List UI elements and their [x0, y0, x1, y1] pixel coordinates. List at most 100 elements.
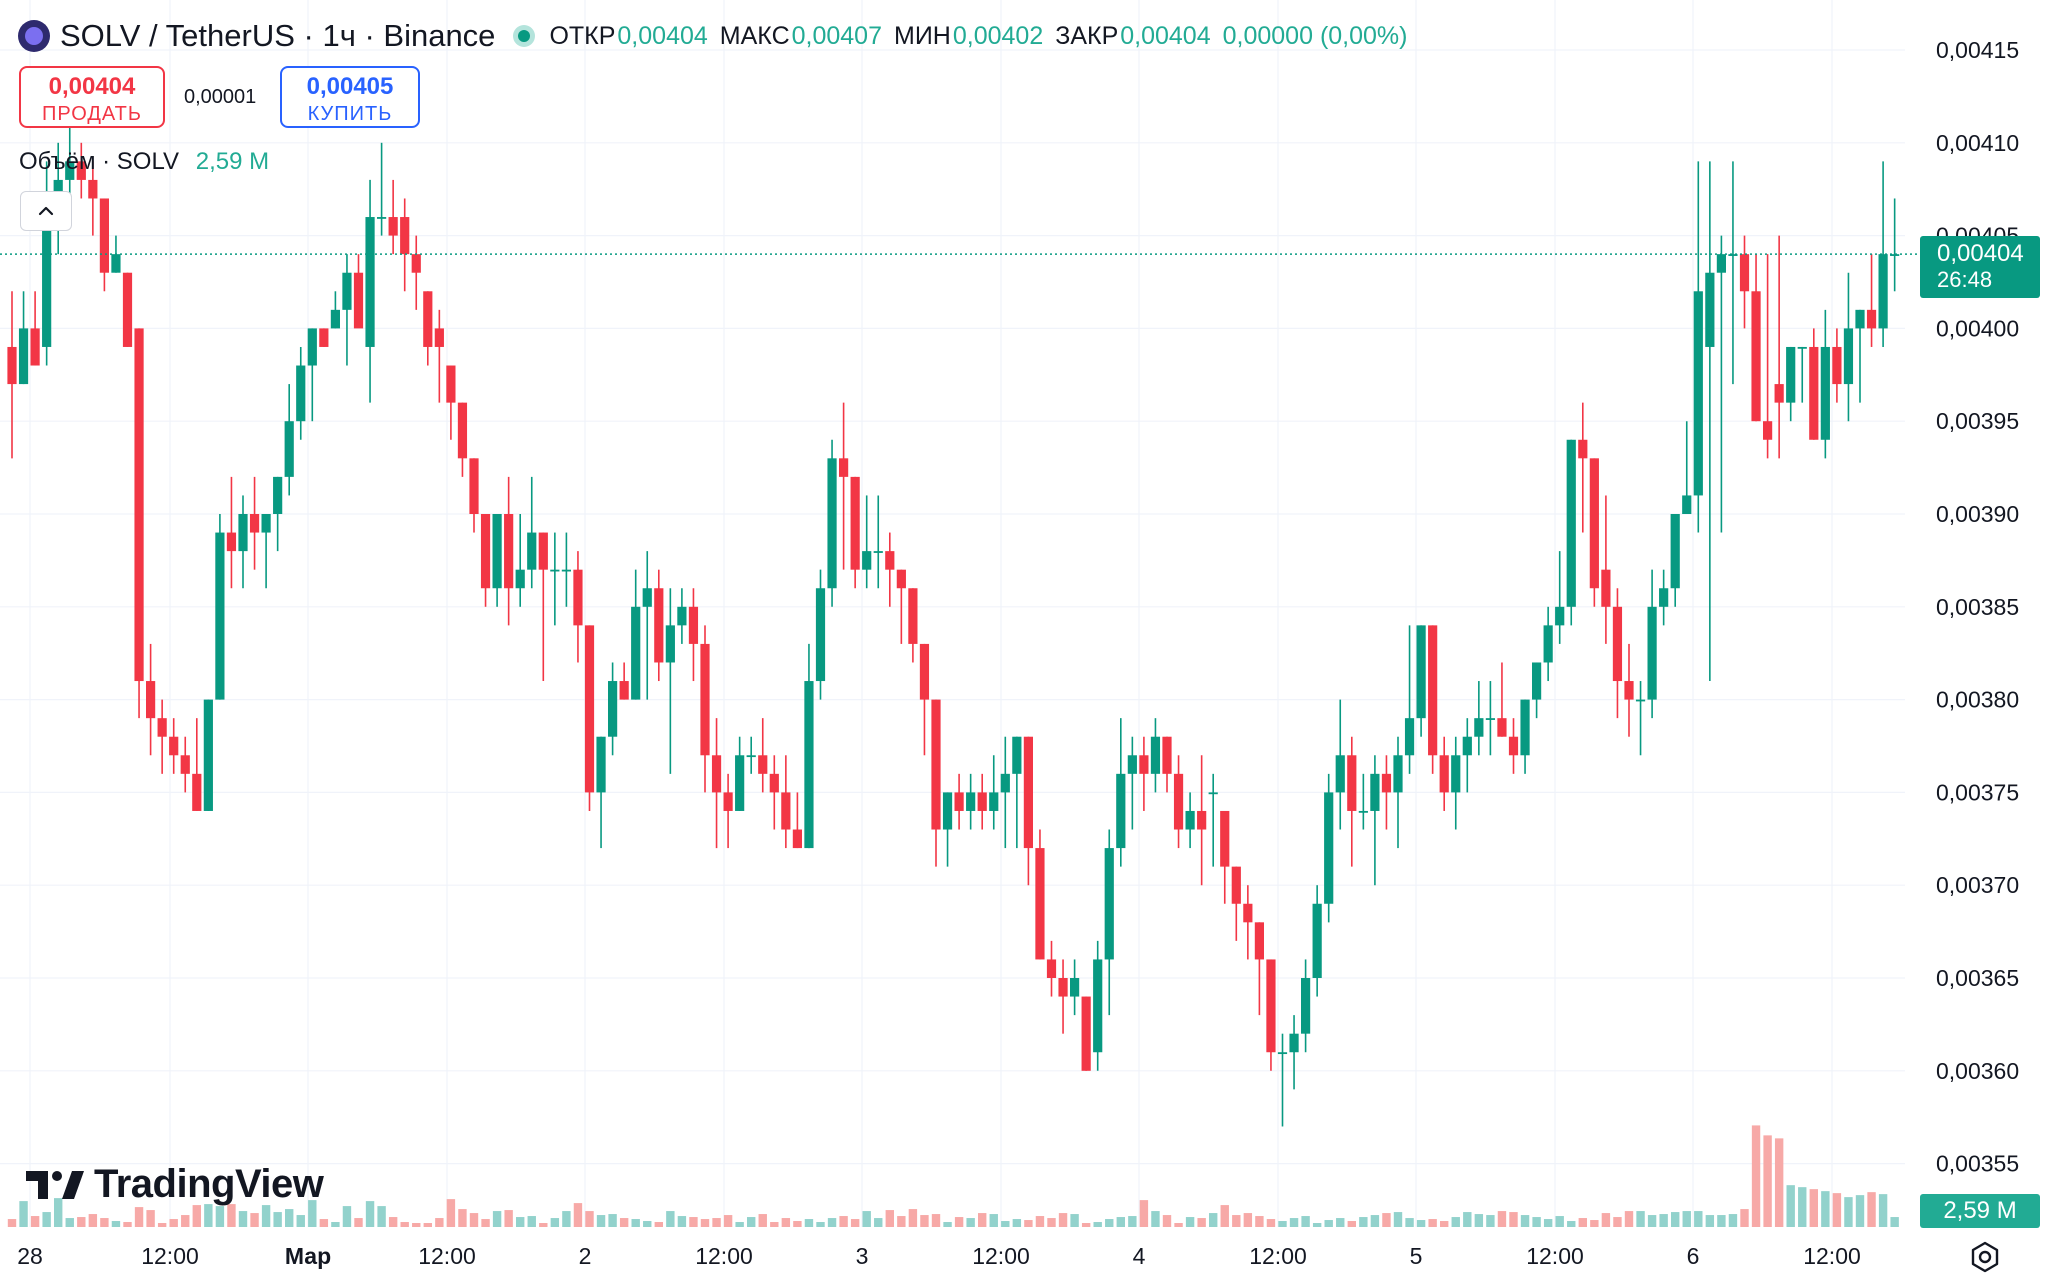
candle-body: [53, 179, 63, 199]
open-value: 0,00404: [617, 21, 708, 50]
candle-body: [238, 514, 248, 552]
candle-body: [1324, 792, 1334, 904]
live-dot-icon: [513, 25, 536, 47]
candle-body: [584, 625, 595, 793]
candle-body: [319, 328, 329, 347]
time-tick-label: 12:00: [141, 1243, 199, 1269]
candle: [1566, 439, 1576, 626]
candle-body: [700, 643, 710, 756]
current-price-label: 0,00404: [1937, 240, 2024, 267]
candle-body: [1197, 810, 1207, 830]
chart-settings-button[interactable]: [1968, 1240, 2002, 1274]
volume-tag: 2,59 M: [1920, 1194, 2040, 1228]
sell-button[interactable]: 0,00404 ПРОДАТЬ: [19, 66, 165, 128]
volume-bar: [319, 1219, 329, 1227]
candle-body: [608, 681, 618, 737]
candle-body: [480, 514, 491, 589]
candle: [30, 291, 40, 366]
candle-body: [1046, 959, 1057, 978]
candle-body: [1289, 1033, 1299, 1053]
candle-body: [769, 773, 779, 793]
volume-bar: [1255, 1216, 1264, 1227]
symbol-title[interactable]: SOLV / TetherUS · 1ч · Binance: [60, 18, 496, 53]
candle: [215, 514, 225, 700]
candle: [642, 551, 652, 700]
volume-bar: [1243, 1213, 1253, 1227]
candle-body: [954, 792, 964, 811]
volume-bar: [157, 1223, 167, 1227]
volume-bar: [1440, 1221, 1449, 1227]
candle-body: [573, 569, 583, 626]
candle-body: [330, 309, 340, 329]
volume-bar: [342, 1206, 352, 1227]
volume-bar: [689, 1217, 698, 1227]
price-axis[interactable]: 0,004150,004100,004050,004000,003950,003…: [1936, 37, 2019, 1177]
candle-body: [1127, 755, 1137, 774]
time-tick-label: Мар: [285, 1243, 331, 1269]
volume-bar: [1821, 1191, 1830, 1227]
candle: [1139, 736, 1149, 811]
price-tick-label: 0,00395: [1936, 408, 2019, 434]
candle-body: [203, 699, 213, 811]
volume-bar: [562, 1211, 571, 1227]
volume-bar: [1705, 1215, 1715, 1227]
volume-bar: [100, 1218, 109, 1227]
candle-body: [896, 569, 906, 589]
candle-body: [862, 551, 872, 570]
volume-bar: [1451, 1217, 1460, 1227]
volume-bar: [1359, 1217, 1368, 1227]
candle-body: [885, 551, 895, 570]
volume-bar: [1682, 1211, 1691, 1227]
candle-body: [781, 792, 791, 830]
volume-bar: [504, 1210, 513, 1227]
candle: [1635, 681, 1646, 756]
candle-body: [1797, 346, 1807, 349]
candle-body: [550, 569, 560, 572]
candle-body: [1462, 736, 1472, 756]
volume-bar: [1659, 1214, 1668, 1227]
candle-body: [1682, 495, 1692, 514]
time-axis[interactable]: 28 12:00 Мар 12:00 2 12:00 3 12:00 4 12:00 5 12:00 6…: [17, 1243, 1861, 1269]
volume-bar: [770, 1222, 779, 1227]
candle: [192, 718, 202, 811]
candle: [1381, 755, 1392, 830]
volume-indicator-legend[interactable]: Объём · SOLV 2,59 M: [19, 148, 269, 176]
volume-bar: [169, 1219, 178, 1227]
volume-bar: [1463, 1212, 1472, 1227]
candle-body: [642, 588, 652, 607]
collapse-legend-button[interactable]: [20, 191, 72, 231]
candle-body: [1208, 792, 1218, 795]
candle: [1289, 1015, 1299, 1090]
volume-bar: [377, 1206, 386, 1227]
candle: [469, 458, 479, 533]
time-tick-label: 12:00: [972, 1243, 1030, 1269]
candle: [226, 476, 237, 589]
volume-bar: [423, 1223, 432, 1227]
candle: [1820, 309, 1830, 459]
buy-button[interactable]: 0,00405 КУПИТЬ: [280, 66, 420, 128]
volume-bar: [238, 1211, 248, 1227]
candle-body: [457, 402, 468, 459]
candle: [134, 328, 144, 719]
candle-body: [1635, 699, 1646, 702]
high-value: 0,00407: [791, 21, 882, 50]
tradingview-wordmark: TradingView: [94, 1162, 324, 1206]
candle: [296, 346, 306, 440]
candle-body: [18, 328, 29, 385]
candle: [1127, 736, 1137, 830]
volume-bar: [1671, 1212, 1680, 1227]
volume-bar: [643, 1221, 652, 1227]
candle: [446, 365, 456, 440]
candle: [919, 643, 930, 756]
candle: [723, 773, 733, 849]
tradingview-logo[interactable]: TradingView: [24, 1162, 324, 1207]
time-tick-label: 5: [1410, 1243, 1423, 1269]
volume-bar: [1174, 1223, 1183, 1227]
candle: [1197, 755, 1207, 886]
candle-body: [735, 755, 745, 811]
time-tick-label: 12:00: [1526, 1243, 1584, 1269]
volume-indicator-value: 2,59 M: [195, 148, 270, 175]
candle-body: [538, 532, 548, 570]
candle: [1162, 736, 1172, 793]
